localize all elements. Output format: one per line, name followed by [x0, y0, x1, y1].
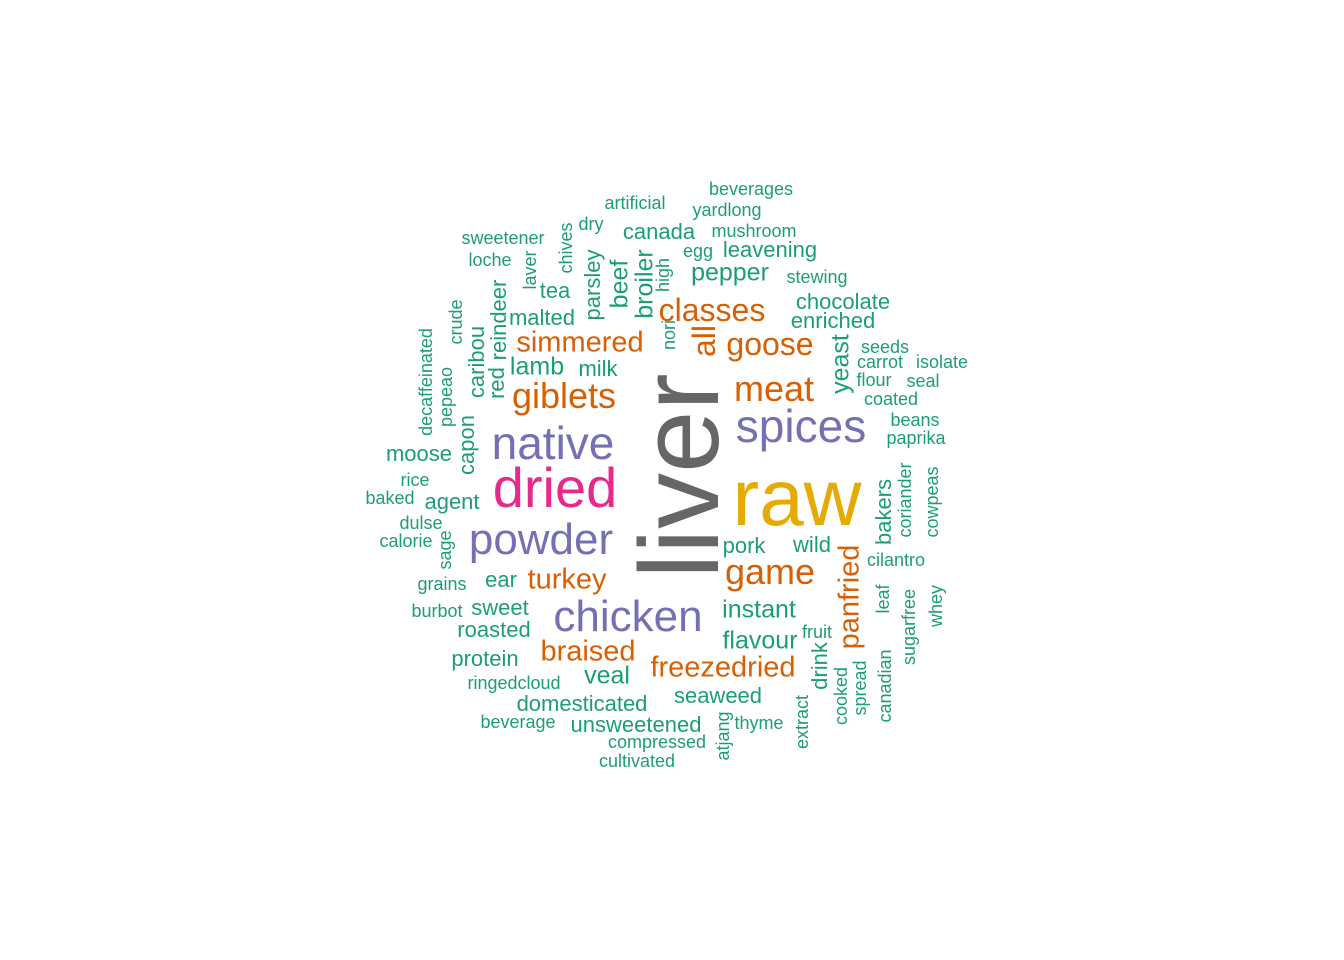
word-seeds: seeds [860, 337, 910, 357]
word-pepper: pepper [691, 258, 769, 287]
word-beverages: beverages [708, 179, 794, 199]
word-carrot: carrot [856, 352, 904, 372]
word-dried: dried [492, 456, 618, 519]
word-yeast: yeast [826, 334, 855, 394]
word-leavening: leavening [722, 237, 818, 262]
word-artificial: artificial [604, 193, 666, 213]
word-grains: grains [417, 574, 467, 594]
word-tea: tea [539, 278, 571, 303]
word-drink: drink [807, 642, 832, 690]
word-thyme: thyme [734, 713, 784, 733]
word-native: native [491, 417, 615, 469]
word-malted: malted [508, 305, 576, 330]
word-seaweed: seaweed [673, 683, 763, 708]
word-dry: dry [578, 214, 604, 234]
word-stewing: stewing [786, 267, 848, 287]
word-flour: flour [856, 370, 892, 390]
word-beverage: beverage [480, 712, 556, 732]
word-fruit: fruit [801, 622, 833, 642]
word-sage: sage [435, 530, 455, 570]
word-yardlong: yardlong [692, 200, 762, 220]
word-classes: classes [658, 292, 766, 328]
word-powder: powder [468, 515, 614, 564]
word-capon: capon [454, 415, 479, 475]
word-liver: liver [617, 373, 742, 579]
word-instant: instant [722, 595, 796, 624]
word-crude: crude [446, 299, 466, 345]
word-canada: canada [622, 219, 696, 244]
word-reindeer: reindeer [486, 279, 511, 361]
word-cilantro: cilantro [866, 550, 926, 570]
word-turkey: turkey [527, 563, 607, 596]
word-domesticated: domesticated [516, 691, 648, 716]
word-sweetener: sweetener [461, 228, 545, 248]
word-ringedcloud: ringedcloud [467, 673, 561, 693]
word-pork: pork [722, 533, 766, 558]
word-meat: meat [733, 368, 815, 409]
word-egg: egg [682, 241, 714, 261]
word-lamb: lamb [509, 352, 565, 381]
word-giblets: giblets [511, 375, 617, 416]
word-calorie: calorie [379, 531, 433, 551]
word-leaf: leaf [873, 584, 893, 614]
word-loche: loche [468, 250, 512, 270]
word-freezedried: freezedried [650, 651, 796, 684]
word-simmered: simmered [516, 326, 644, 359]
word-cowpeas: cowpeas [922, 466, 942, 538]
word-chives: chives [556, 222, 576, 274]
word-seal: seal [906, 371, 940, 391]
word-roasted: roasted [457, 617, 531, 642]
word-nori: nori [659, 319, 679, 351]
word-rice: rice [400, 470, 430, 490]
word-agent: agent [424, 489, 480, 514]
word-isolate: isolate [915, 352, 969, 372]
word-burbot: burbot [411, 601, 463, 621]
word-unsweetened: unsweetened [570, 712, 702, 737]
word-high: high [653, 257, 673, 293]
word-chicken: chicken [553, 592, 703, 641]
word-wild: wild [793, 532, 831, 557]
word-moose: moose [385, 441, 453, 466]
word-beef: beef [605, 259, 634, 309]
word-parsley: parsley [580, 249, 605, 321]
word-cultivated: cultivated [598, 751, 676, 771]
word-enriched: enriched [790, 308, 876, 333]
word-raw: raw [732, 453, 862, 542]
word-sweet: sweet [471, 595, 529, 620]
word-beans: beans [890, 410, 940, 430]
word-mushroom: mushroom [711, 221, 797, 241]
word-veal: veal [584, 661, 630, 690]
word-decaffeinated: decaffeinated [416, 328, 436, 436]
word-bakers: bakers [871, 478, 896, 546]
word-goose: goose [726, 326, 814, 362]
word-coated: coated [863, 389, 919, 409]
word-ear: ear [485, 567, 517, 592]
word-flavour: flavour [722, 626, 798, 655]
word-protein: protein [451, 646, 519, 671]
word-whey: whey [926, 584, 946, 628]
word-baked: baked [365, 488, 415, 508]
word-milk: milk [578, 356, 618, 381]
word-sugarfree: sugarfree [899, 588, 919, 666]
word-braised: braised [540, 635, 636, 668]
word-atjang: atjang [713, 711, 733, 761]
word-cooked: cooked [831, 666, 851, 726]
word-paprika: paprika [886, 428, 946, 448]
word-game: game [724, 551, 816, 592]
word-spices: spices [735, 400, 867, 452]
word-all: all [686, 324, 722, 358]
word-red: red [484, 367, 509, 399]
word-spread: spread [850, 660, 870, 716]
word-extract: extract [792, 694, 812, 750]
word-pepeao: pepeao [436, 366, 456, 428]
word-canadian: canadian [875, 649, 895, 723]
word-laver: laver [520, 250, 540, 290]
word-compressed: compressed [607, 732, 707, 752]
word-dulse: dulse [399, 513, 443, 533]
word-coriander: coriander [895, 462, 915, 538]
word-chocolate: chocolate [795, 289, 891, 314]
word-panfried: panfried [833, 544, 866, 650]
